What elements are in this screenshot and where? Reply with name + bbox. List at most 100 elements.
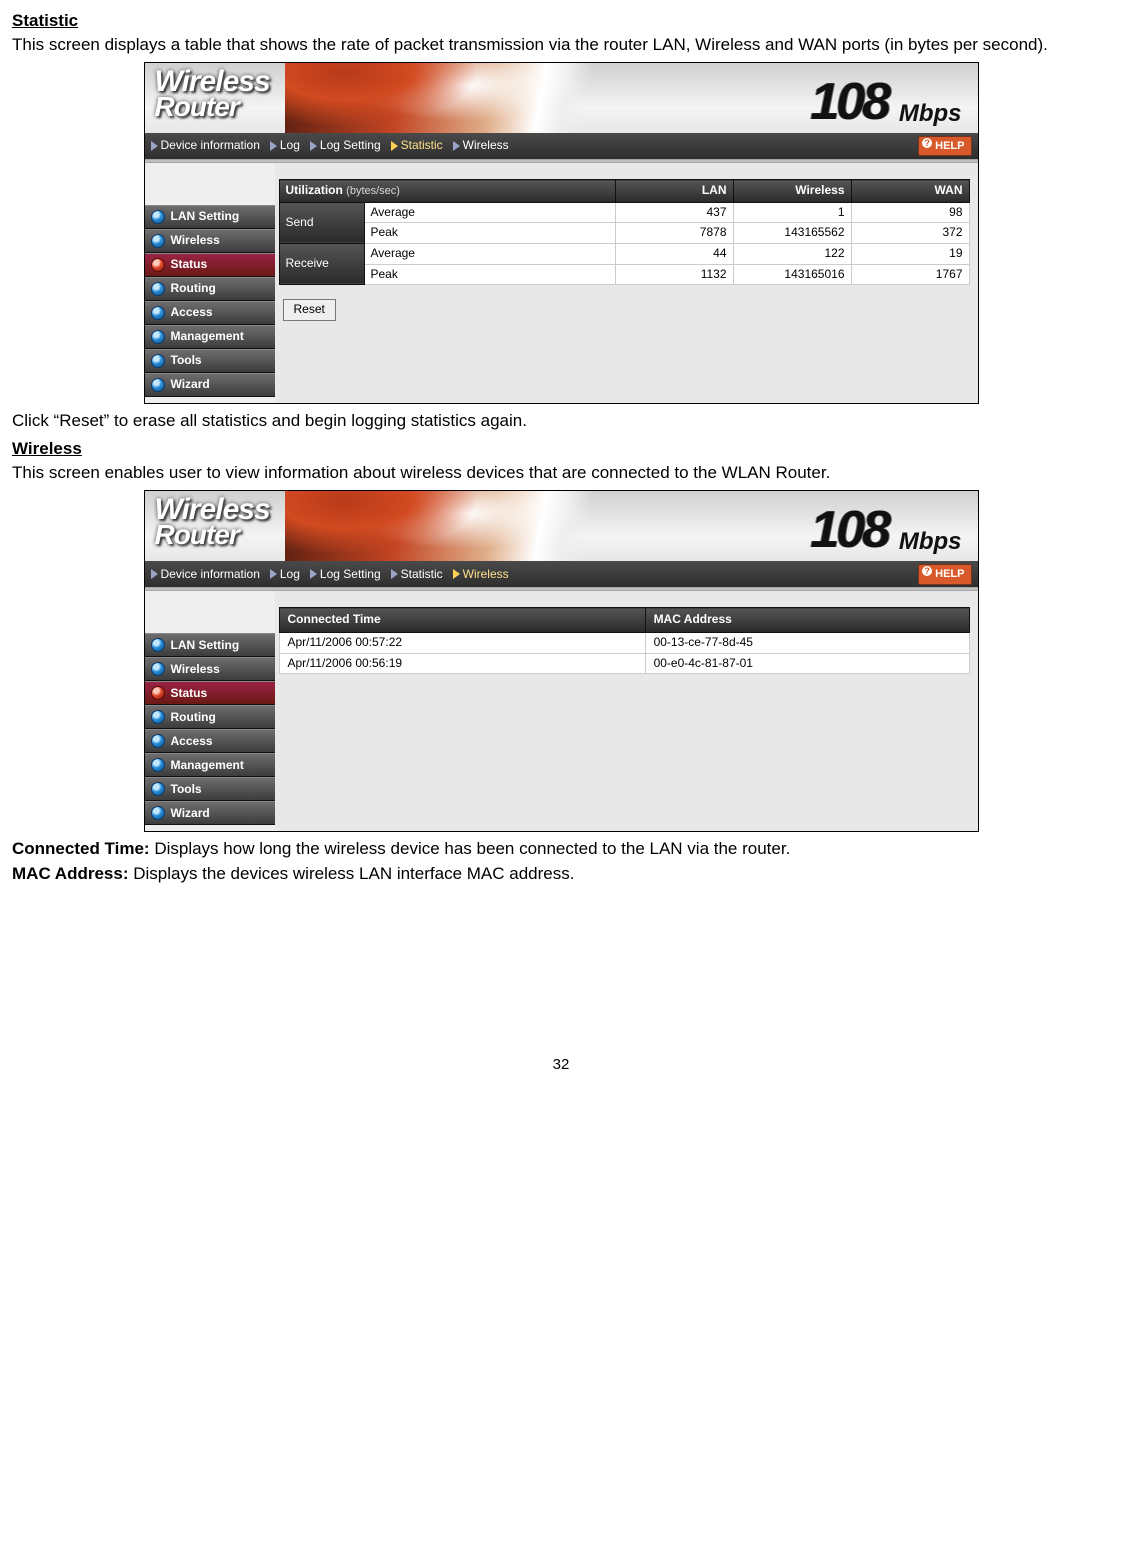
sidebar-item-management[interactable]: Management xyxy=(145,325,275,349)
breadcrumb-statistic[interactable]: Statistic xyxy=(391,567,443,583)
cell-value: 122 xyxy=(733,243,851,264)
sidebar-item-routing[interactable]: Routing xyxy=(145,705,275,729)
cell-value: 143165016 xyxy=(733,264,851,285)
sidebar-item-status[interactable]: Status xyxy=(145,253,275,277)
breadcrumb-label: Device information xyxy=(161,138,260,154)
cell-value: Apr/11/2006 00:57:22 xyxy=(279,633,645,654)
row-label: Average xyxy=(364,243,615,264)
nav-dot-icon xyxy=(151,782,165,796)
cell-value: Apr/11/2006 00:56:19 xyxy=(279,653,645,674)
nav-dot-icon xyxy=(151,710,165,724)
breadcrumb-wireless[interactable]: Wireless xyxy=(453,567,509,583)
sidebar-item-label: Tools xyxy=(171,782,202,798)
banner-swoosh xyxy=(285,491,748,561)
sidebar-item-wireless[interactable]: Wireless xyxy=(145,657,275,681)
cell-value: 1767 xyxy=(851,264,969,285)
breadcrumb-wireless[interactable]: Wireless xyxy=(453,138,509,154)
triangle-icon xyxy=(151,569,158,579)
sidebar-item-label: Routing xyxy=(171,710,216,726)
speed-unit: Mbps xyxy=(899,98,962,129)
sidebar-item-label: Access xyxy=(171,734,213,750)
breadcrumb-log[interactable]: Log xyxy=(270,138,300,154)
nav-dot-icon xyxy=(151,354,165,368)
statistic-after: Click “Reset” to erase all statistics an… xyxy=(12,410,1110,432)
reset-button[interactable]: Reset xyxy=(283,299,336,321)
help-button[interactable]: HELP xyxy=(918,564,971,584)
sidebar-item-wireless[interactable]: Wireless xyxy=(145,229,275,253)
breadcrumb-label: Wireless xyxy=(463,138,509,154)
wireless-heading: Wireless xyxy=(12,438,1110,460)
sidebar-item-wizard[interactable]: Wizard xyxy=(145,801,275,825)
nav-dot-icon xyxy=(151,306,165,320)
nav-dot-icon xyxy=(151,758,165,772)
breadcrumb-label: Statistic xyxy=(401,567,443,583)
sidebar-item-lan-setting[interactable]: LAN Setting xyxy=(145,205,275,229)
col-wireless: Wireless xyxy=(733,180,851,203)
sidebar-item-tools[interactable]: Tools xyxy=(145,777,275,801)
breadcrumb-label: Wireless xyxy=(463,567,509,583)
speed-unit: Mbps xyxy=(899,526,962,557)
table-row: Apr/11/2006 00:57:2200-13-ce-77-8d-45 xyxy=(279,633,969,654)
nav-dot-icon xyxy=(151,662,165,676)
def-connected-time: Connected Time: Displays how long the wi… xyxy=(12,838,1110,860)
sidebar-item-label: Wireless xyxy=(171,233,220,249)
sidebar-item-label: Routing xyxy=(171,281,216,297)
sidebar-item-label: Status xyxy=(171,686,208,702)
sidebar-item-status[interactable]: Status xyxy=(145,681,275,705)
sidebar-item-label: Management xyxy=(171,758,244,774)
row-label: Peak xyxy=(364,223,615,244)
sidebar-item-label: Access xyxy=(171,305,213,321)
def-mac-address: MAC Address: Displays the devices wirele… xyxy=(12,863,1110,885)
sidebar-item-label: LAN Setting xyxy=(171,209,240,225)
nav-dot-icon xyxy=(151,378,165,392)
triangle-icon xyxy=(453,141,460,151)
statistic-heading: Statistic xyxy=(12,10,1110,32)
utilization-header: Utilization (bytes/sec) xyxy=(279,180,615,203)
speed-number: 108 xyxy=(810,497,888,565)
sidebar-item-management[interactable]: Management xyxy=(145,753,275,777)
speed-badge: 108 Mbps xyxy=(810,497,961,565)
nav-dot-icon xyxy=(151,210,165,224)
breadcrumb-device-information[interactable]: Device information xyxy=(151,567,260,583)
row-label: Peak xyxy=(364,264,615,285)
sidebar-item-access[interactable]: Access xyxy=(145,301,275,325)
def-mac-text: Displays the devices wireless LAN interf… xyxy=(129,864,575,883)
triangle-icon xyxy=(310,141,317,151)
row-label: Average xyxy=(364,202,615,223)
cell-value: 98 xyxy=(851,202,969,223)
sidebar-item-tools[interactable]: Tools xyxy=(145,349,275,373)
statistic-screenshot: Wireless Router 108 Mbps Device informat… xyxy=(144,62,979,404)
def-connected-text: Displays how long the wireless device ha… xyxy=(150,839,791,858)
triangle-icon xyxy=(151,141,158,151)
triangle-icon xyxy=(391,141,398,151)
wireless-screenshot: Wireless Router 108 Mbps Device informat… xyxy=(144,490,979,832)
wireless-intro: This screen enables user to view informa… xyxy=(12,462,1110,484)
breadcrumb-log[interactable]: Log xyxy=(270,567,300,583)
breadcrumb-statistic[interactable]: Statistic xyxy=(391,138,443,154)
breadcrumb-device-information[interactable]: Device information xyxy=(151,138,260,154)
cell-value: 437 xyxy=(615,202,733,223)
breadcrumb-log-setting[interactable]: Log Setting xyxy=(310,567,381,583)
sidebar-item-routing[interactable]: Routing xyxy=(145,277,275,301)
sidebar-item-lan-setting[interactable]: LAN Setting xyxy=(145,633,275,657)
statistic-intro: This screen displays a table that shows … xyxy=(12,34,1110,56)
nav-dot-icon xyxy=(151,734,165,748)
breadcrumb-log-setting[interactable]: Log Setting xyxy=(310,138,381,154)
nav-dot-icon xyxy=(151,638,165,652)
sidebar-item-label: Wireless xyxy=(171,662,220,678)
brand-text: Wireless Router xyxy=(155,495,270,549)
breadcrumb-label: Log Setting xyxy=(320,567,381,583)
col-wan: WAN xyxy=(851,180,969,203)
nav-dot-icon xyxy=(151,806,165,820)
help-button[interactable]: HELP xyxy=(918,136,971,156)
sidebar-item-label: Management xyxy=(171,329,244,345)
breadcrumb-label: Log xyxy=(280,567,300,583)
speed-badge: 108 Mbps xyxy=(810,69,961,137)
nav-dot-icon xyxy=(151,686,165,700)
cell-value: 143165562 xyxy=(733,223,851,244)
cell-value: 7878 xyxy=(615,223,733,244)
sidebar-item-wizard[interactable]: Wizard xyxy=(145,373,275,397)
sidebar-item-access[interactable]: Access xyxy=(145,729,275,753)
nav-dot-icon xyxy=(151,282,165,296)
page-number: 32 xyxy=(12,1055,1110,1075)
